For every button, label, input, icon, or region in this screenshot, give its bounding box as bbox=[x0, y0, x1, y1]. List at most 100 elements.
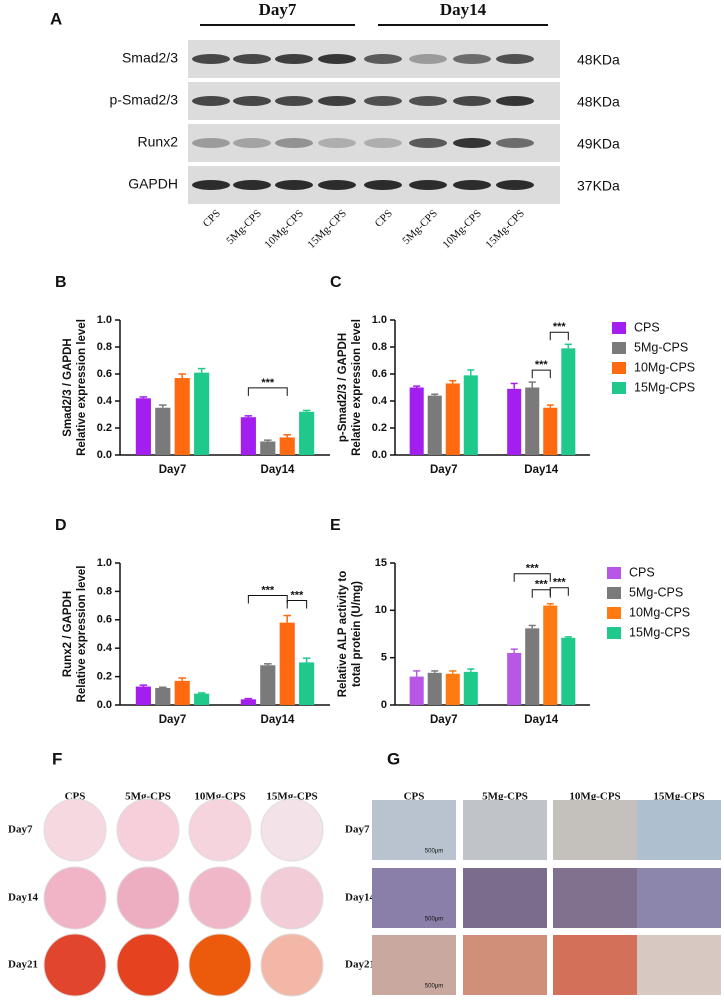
blot-band bbox=[453, 96, 491, 106]
error-bar bbox=[139, 684, 148, 687]
legend-label: 15Mg-CPS bbox=[629, 625, 690, 639]
micrograph bbox=[553, 935, 637, 995]
well bbox=[116, 933, 180, 997]
row-label: Day7 bbox=[8, 824, 33, 836]
well bbox=[43, 933, 107, 997]
annotation: *** bbox=[261, 377, 275, 389]
error-bar bbox=[528, 624, 536, 629]
y-axis-label: Runx2 / GAPDH bbox=[62, 591, 74, 677]
legend-label: 15Mg-CPS bbox=[634, 380, 695, 394]
well bbox=[188, 933, 252, 997]
bar bbox=[174, 378, 190, 455]
column-label: 5Mg-CPS bbox=[482, 791, 528, 803]
blot-band bbox=[453, 180, 491, 190]
row-label: Smad2/3 bbox=[122, 50, 178, 66]
well bbox=[188, 798, 252, 862]
y-axis-label: Relative expression level bbox=[76, 566, 88, 703]
x-tick-label: Day7 bbox=[159, 714, 187, 726]
bar bbox=[445, 673, 460, 705]
blot-band bbox=[496, 54, 534, 64]
legend-swatch bbox=[607, 567, 621, 579]
scale-label: 500μm bbox=[425, 917, 443, 923]
x-tick-label: Day7 bbox=[430, 714, 458, 726]
blot-band bbox=[409, 138, 447, 148]
blot-band bbox=[364, 96, 402, 106]
scale-label: 500μm bbox=[425, 984, 443, 990]
size-label: 37KDa bbox=[577, 178, 620, 194]
legend-label: 10Mg-CPS bbox=[634, 360, 695, 374]
y-tick-label: 0.0 bbox=[372, 449, 387, 461]
blot-band bbox=[496, 96, 534, 106]
error-bar bbox=[158, 686, 167, 688]
y-axis-label: p-Smad2/3 / GAPDH bbox=[337, 333, 349, 442]
error-bar bbox=[413, 670, 421, 677]
blot-band bbox=[275, 96, 313, 106]
bar bbox=[194, 372, 210, 455]
bar bbox=[525, 387, 540, 455]
panel-label: B bbox=[55, 274, 67, 291]
bar bbox=[463, 671, 478, 705]
y-axis-label: Relative expression level bbox=[351, 319, 363, 456]
y-tick-label: 15 bbox=[375, 557, 387, 569]
blot-band bbox=[192, 138, 230, 148]
blot-band bbox=[318, 96, 356, 106]
panel-label: G bbox=[387, 749, 400, 768]
bar bbox=[135, 686, 151, 705]
micrograph bbox=[463, 868, 547, 928]
bar bbox=[525, 628, 540, 705]
blot-band bbox=[496, 180, 534, 190]
legend-label: 5Mg-CPS bbox=[629, 585, 683, 599]
x-tick-label: Day7 bbox=[159, 464, 187, 476]
bar bbox=[543, 407, 558, 455]
error-bar bbox=[510, 382, 518, 389]
y-tick-label: 0.8 bbox=[372, 341, 387, 353]
y-tick-label: 0.8 bbox=[97, 341, 112, 353]
x-tick-label: Day7 bbox=[430, 464, 458, 476]
blot-band bbox=[192, 180, 230, 190]
error-bar bbox=[413, 385, 421, 388]
bar bbox=[155, 687, 171, 705]
error-bar bbox=[564, 343, 572, 349]
micrograph bbox=[637, 868, 721, 928]
blot-band bbox=[275, 138, 313, 148]
column-label: 10Mg-CPS bbox=[194, 791, 245, 803]
error-bar bbox=[510, 648, 518, 653]
annotation: *** bbox=[261, 584, 275, 596]
legend-swatch bbox=[612, 342, 626, 354]
error-bar bbox=[178, 373, 187, 379]
x-tick-label: Day14 bbox=[261, 714, 295, 726]
panel-label: D bbox=[55, 517, 67, 534]
blot-band bbox=[453, 54, 491, 64]
blot-band bbox=[409, 54, 447, 64]
blot-band bbox=[192, 96, 230, 106]
annotation: *** bbox=[535, 359, 549, 371]
bar bbox=[260, 665, 276, 705]
group-label: Day7 bbox=[259, 0, 297, 19]
lane-label: 5Mg-CPS bbox=[224, 207, 264, 247]
lane-label: 10Mg-CPS bbox=[440, 207, 484, 251]
bar bbox=[409, 387, 424, 455]
y-tick-label: 0 bbox=[381, 699, 387, 711]
y-tick-label: 0.0 bbox=[97, 699, 112, 711]
bracket bbox=[247, 387, 288, 396]
bar bbox=[279, 437, 295, 455]
bar bbox=[507, 388, 522, 455]
error-bar bbox=[546, 404, 554, 408]
blot-band bbox=[409, 180, 447, 190]
bar bbox=[279, 622, 295, 705]
x-tick-label: Day14 bbox=[524, 464, 558, 476]
bracket bbox=[531, 589, 551, 598]
blot-band bbox=[364, 54, 402, 64]
blot-band bbox=[364, 138, 402, 148]
scale-label: 500μm bbox=[425, 849, 443, 855]
bracket bbox=[286, 600, 308, 609]
legend-label: 10Mg-CPS bbox=[629, 605, 690, 619]
well bbox=[43, 798, 107, 862]
lane-label: 15Mg-CPS bbox=[483, 207, 527, 251]
annotation: *** bbox=[526, 563, 540, 575]
y-tick-label: 0.8 bbox=[97, 585, 112, 597]
micrograph bbox=[553, 868, 637, 928]
error-bar bbox=[197, 367, 206, 373]
blot-band bbox=[275, 54, 313, 64]
